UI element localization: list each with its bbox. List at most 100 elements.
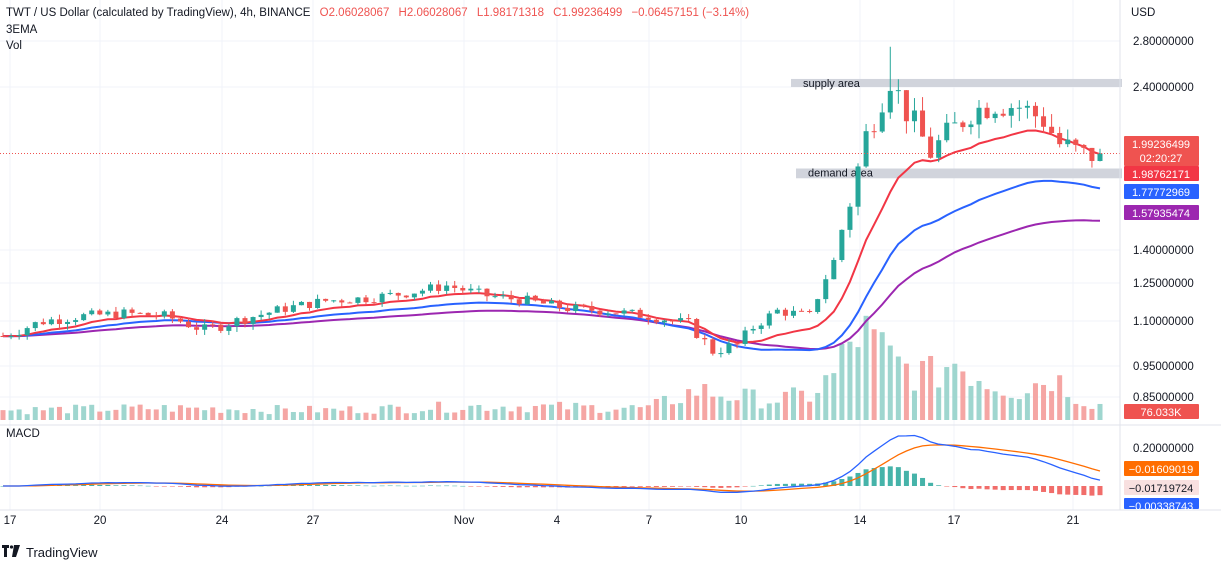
candle-body — [40, 322, 46, 325]
volume-bar — [210, 407, 216, 420]
macd-histogram-bar — [750, 485, 756, 487]
macd-histogram-bar — [403, 485, 409, 487]
macd-histogram-bar — [766, 484, 772, 486]
macd-histogram-bar — [694, 486, 700, 487]
candle-body — [831, 259, 837, 280]
macd-histogram-bar — [113, 485, 119, 486]
macd-signal-line — [3, 444, 1101, 492]
volume-bar — [484, 410, 490, 420]
candle-body — [105, 311, 111, 315]
macd-histogram-bar — [290, 485, 296, 486]
candle-body — [363, 297, 369, 303]
macd-histogram-bar — [621, 486, 627, 487]
candle-body — [282, 306, 288, 312]
symbol-title[interactable]: TWT / US Dollar (calculated by TradingVi… — [6, 7, 311, 19]
macd-histogram-bar — [347, 485, 353, 486]
volume-bar — [686, 389, 692, 420]
candle-body — [1097, 153, 1103, 161]
time-tick-label: 7 — [646, 515, 652, 527]
candle-body — [97, 310, 103, 315]
macd-histogram-bar — [1008, 486, 1014, 491]
candle-body — [976, 107, 982, 125]
volume-bar — [1081, 406, 1087, 420]
candle-body — [411, 293, 417, 298]
macd-line-badge-box — [1124, 480, 1199, 495]
time-tick-label: 4 — [554, 515, 561, 527]
volume-bar — [371, 413, 377, 420]
ema-fast-badge: 1.98762171 — [1124, 166, 1199, 181]
macd-tick-label: 0.20000000 — [1133, 443, 1194, 455]
volume-bar — [1024, 393, 1030, 420]
candle-body — [565, 307, 571, 312]
indicator-label-vol[interactable]: Vol — [6, 40, 22, 52]
indicator-label-3ema[interactable]: 3EMA — [6, 24, 38, 36]
macd-histogram-bar — [444, 485, 450, 487]
candle-body — [557, 300, 563, 308]
candle-body — [137, 312, 143, 314]
volume-bar — [992, 391, 998, 420]
candle-body — [516, 299, 522, 305]
volume-bar — [710, 396, 716, 420]
volume-bar — [234, 410, 240, 420]
candle-body — [1000, 113, 1006, 116]
macd-histogram-bar — [871, 468, 877, 486]
volume-bar — [1065, 397, 1071, 420]
candle-body — [879, 112, 885, 132]
candle-body — [258, 314, 264, 318]
volume-bar — [839, 343, 845, 420]
candle-body — [1024, 105, 1030, 108]
macd-histogram-bar — [742, 486, 748, 487]
candle-body — [48, 319, 54, 325]
candle-body — [1049, 126, 1055, 133]
price-tick-label: 0.85000000 — [1133, 392, 1194, 404]
volume-bar — [637, 407, 643, 420]
volume-bar — [758, 408, 764, 420]
macd-histogram-bar — [1000, 486, 1006, 491]
legend-ohlc: TWT / US Dollar (calculated by TradingVi… — [6, 7, 755, 19]
time-tick-label: 21 — [1067, 515, 1080, 527]
volume-bar — [121, 404, 127, 420]
time-tick-label: 17 — [948, 515, 961, 527]
macd-histogram-bar — [1024, 486, 1030, 491]
macd-histogram-bar — [323, 484, 329, 486]
volume-bar — [540, 404, 546, 420]
candle-body — [186, 321, 192, 328]
volume-badge: 76.033K — [1124, 404, 1199, 419]
macd-histogram-bar — [831, 481, 837, 486]
candle-body — [460, 287, 466, 291]
volume-bar — [363, 412, 369, 420]
volume-bar — [129, 406, 135, 420]
candle-body — [573, 304, 579, 312]
badges: 1.99236499 02:20:27 1.98762171 1.77772969 1.… — [1124, 136, 1199, 513]
candle-body — [903, 90, 909, 122]
volume-bar — [847, 341, 853, 420]
volume-bar — [153, 409, 159, 420]
candle-body — [315, 298, 321, 309]
brand-name[interactable]: TradingView — [26, 544, 98, 560]
candle-body — [290, 305, 296, 312]
candle-body — [984, 107, 990, 119]
volume-bar — [24, 414, 30, 420]
volume-bar — [718, 396, 724, 420]
volume-bar — [895, 356, 901, 420]
candle-body — [194, 327, 200, 330]
indicator-label-macd[interactable]: MACD — [6, 428, 40, 440]
volume-bar — [81, 406, 87, 420]
candle-body — [452, 285, 458, 288]
volume-bar — [508, 411, 514, 420]
candle-body — [581, 304, 587, 307]
time-tick-label: 10 — [735, 515, 748, 527]
candle-body — [782, 309, 788, 316]
volume-bar — [73, 404, 79, 420]
volume-bar — [1008, 397, 1014, 420]
candle-body — [742, 330, 748, 344]
candle-body — [508, 295, 514, 300]
candle-body — [395, 292, 401, 296]
ema-slow-badge: 1.57935474 — [1124, 205, 1199, 220]
candle-body — [234, 318, 240, 327]
volume-bar — [186, 407, 192, 420]
candle-body — [161, 311, 167, 317]
candle-body — [928, 136, 934, 158]
macd-histogram-bar — [782, 483, 788, 486]
